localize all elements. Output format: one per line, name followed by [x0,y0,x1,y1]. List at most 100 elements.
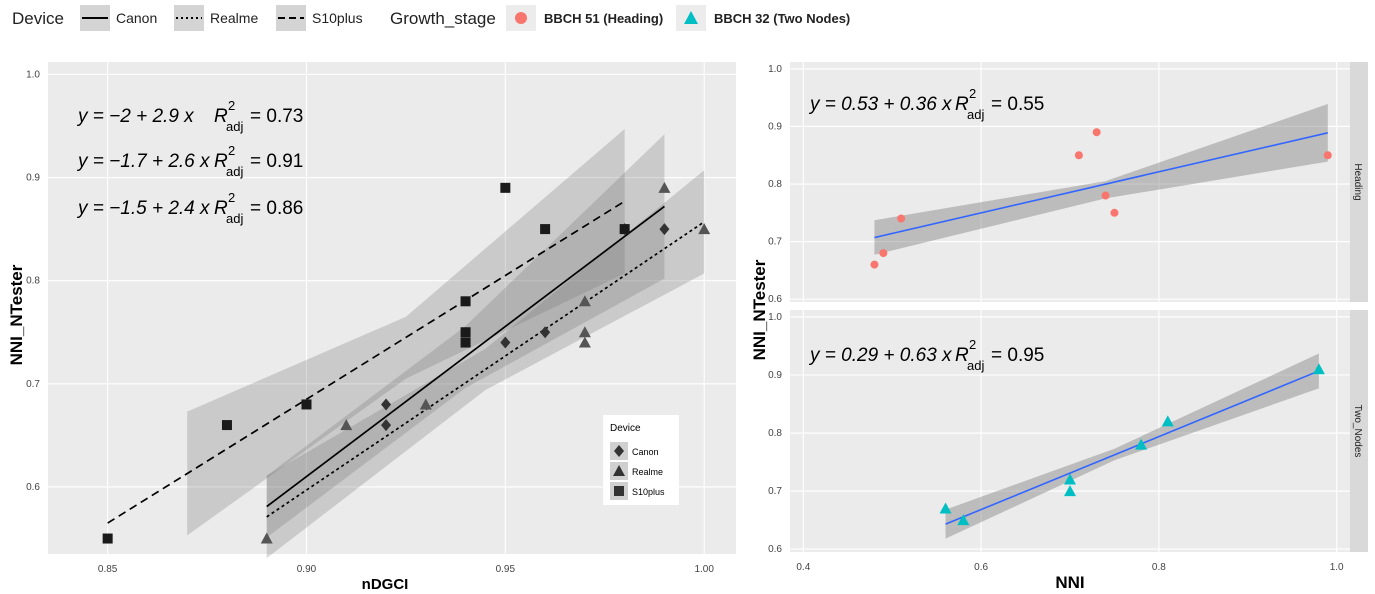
right-top-strip [1350,62,1368,302]
svg-text:= 0.73: = 0.73 [250,106,303,127]
svg-text:= 0.95: = 0.95 [991,345,1044,366]
top-legend-marker-two-nodes [684,11,698,24]
left-ytick-label: 0.7 [26,379,40,390]
point-realme [419,398,432,410]
right-bottom-ytick-label: 0.7 [768,486,782,497]
point-s10plus [500,182,511,193]
right-bottom-points [939,363,1325,526]
left-inner-legend-label-canon: Canon [632,447,659,457]
svg-text:adj: adj [967,358,984,373]
point-realme [260,532,273,544]
top-legend-key-realme [174,5,204,31]
right-top-point [870,260,879,269]
top-legend-device-title: Device [12,9,64,28]
right-bottom-point [1064,473,1076,485]
left-x-ticks: 0.85 0.90 0.95 1.00 [98,564,714,575]
left-inner-legend-label-s10plus: S10plus [632,487,665,497]
point-s10plus [460,296,471,307]
left-gridlines [48,62,736,554]
right-top-points [870,128,1332,269]
right-top-panel-background [790,62,1350,302]
svg-text:R: R [955,345,969,366]
point-s10plus [460,327,471,338]
right-bottom-ytick-label: 0.6 [768,544,782,555]
point-realme [340,419,353,431]
right-bottom-point [939,502,952,514]
left-inner-legend: Device Canon Realme S10plus [603,415,679,505]
right-bottom-xtick-label: 0.4 [796,562,810,573]
left-xtick-label: 0.85 [98,564,118,575]
right-top-panel: Heading 0.6 0.7 0.8 0.9 1.0 y = 0.53 + 0.36 … [768,62,1368,305]
right-bottom-panel-background [790,310,1350,552]
left-ytick-label: 0.9 [26,173,40,184]
right-bottom-point [1161,415,1174,427]
left-points [102,181,711,544]
right-bottom-ytick-label: 0.8 [768,428,782,439]
left-ytick-label: 0.6 [26,482,40,493]
svg-text:adj: adj [226,119,243,134]
band-realme [266,170,705,559]
left-ytick-label: 0.8 [26,276,40,287]
right-bottom-xtick-label: 0.8 [1152,562,1166,573]
right-bottom-point [1064,485,1076,497]
point-canon [659,223,670,236]
left-xtick-label: 0.95 [496,564,516,575]
point-realme [578,336,591,348]
right-bottom-panel: Two_Nodes 0.6 0.7 0.8 0.9 1.0 0.4 0.6 0.8 1.0 y… [750,259,1368,592]
point-s10plus [301,399,312,410]
right-y-axis-label: NNI_NTester [750,259,769,360]
right-top-point [897,214,906,223]
right-top-fit-line [874,132,1328,239]
right-top-equation: y = 0.53 + 0.36 x R 2 adj = 0.55 [808,86,1044,122]
right-x-axis-label: NNI [1055,573,1084,592]
right-top-ytick-label: 0.8 [768,179,782,190]
point-canon [540,326,551,339]
right-top-point [1092,128,1101,137]
svg-text:2: 2 [969,86,976,101]
right-top-strip-label: Heading [1352,163,1363,200]
left-panel: 0.85 0.90 0.95 1.00 0.6 0.7 0.8 0.9 1.0 nDGCI N… [7,62,736,593]
left-xtick-label: 0.90 [297,564,317,575]
right-top-fit-line [874,132,1328,239]
point-s10plus [221,420,232,431]
svg-text:y = −1.7 + 2.6 x: y = −1.7 + 2.6 x [76,151,211,172]
svg-text:2: 2 [228,190,235,205]
point-realme [698,223,711,235]
left-inner-legend-marker-canon [614,445,624,457]
band-s10plus [187,129,625,536]
right-top-ytick-label: 0.6 [768,294,782,305]
point-s10plus [102,533,113,544]
right-bottom-fit-line [945,370,1320,525]
right-bottom-x-ticks: 0.4 0.6 0.8 1.0 [796,562,1344,573]
right-bottom-point [1135,438,1148,450]
left-y-axis-label: NNI_NTester [7,264,26,365]
svg-text:y = 0.29 + 0.63 x: y = 0.29 + 0.63 x [808,345,953,366]
left-xtick-label: 1.00 [694,564,714,575]
top-legend-label-canon: Canon [116,10,157,26]
right-top-y-ticks: 0.6 0.7 0.8 0.9 1.0 [768,64,782,305]
left-equation-3: y = −1.5 + 2.4 x R 2 adj = 0.86 [76,190,303,226]
svg-text:y = 0.53 + 0.36 x: y = 0.53 + 0.36 x [808,94,953,115]
right-top-point [1323,151,1332,160]
right-top-gridlines [790,62,1350,302]
right-top-confidence-band [874,104,1328,255]
left-inner-legend-title: Device [610,423,641,434]
right-bottom-ytick-label: 1.0 [768,312,782,323]
svg-text:= 0.86: = 0.86 [250,198,303,219]
svg-text:2: 2 [228,143,235,158]
top-legend-label-realme: Realme [210,10,258,26]
right-top-band [874,104,1328,255]
svg-text:adj: adj [226,164,243,179]
top-legend-label-two-nodes: BBCH 32 (Two Nodes) [714,11,850,26]
top-legend-growth-title: Growth_stage [390,9,496,28]
top-legend: Device Canon Realme S10plus Growth_stage… [12,5,850,31]
point-canon [381,398,392,411]
right-bottom-fit-line [945,370,1320,525]
point-s10plus [540,224,551,235]
right-bottom-band [945,353,1319,539]
right-bottom-ytick-label: 0.9 [768,370,782,381]
left-x-axis-label: nDGCI [362,576,409,593]
point-s10plus [619,224,630,235]
right-top-ytick-label: 1.0 [768,64,782,75]
